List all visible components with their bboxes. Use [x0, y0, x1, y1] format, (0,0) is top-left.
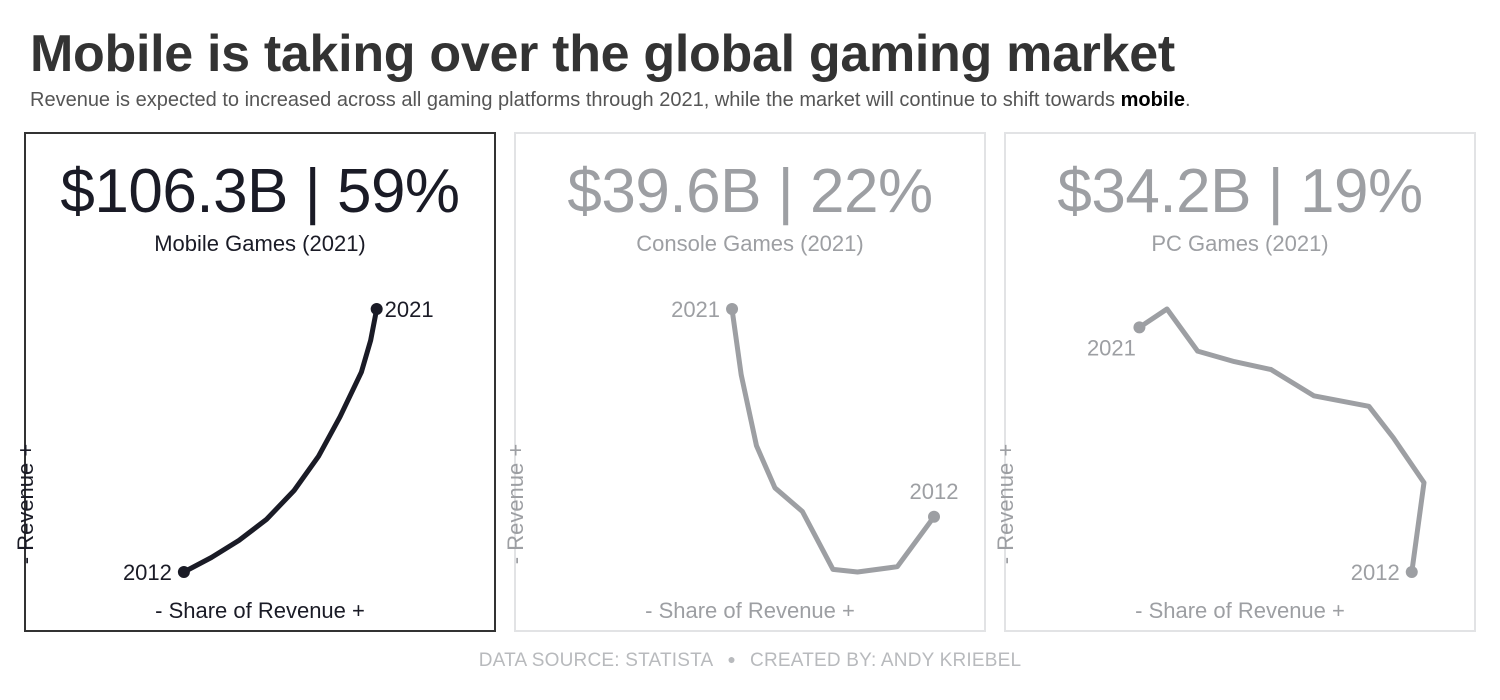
- kpi-value: $34.2B | 19%: [1057, 157, 1423, 226]
- panel-label: Mobile Games (2021): [154, 231, 366, 256]
- footer-source: DATA SOURCE: STATISTA: [478, 650, 714, 671]
- console-games-panel: $39.6B | 22% Console Games (2021) - Reve…: [503, 132, 986, 632]
- x-axis-label: - Share of Revenue +: [645, 598, 855, 623]
- start-point-label: 2012: [123, 560, 172, 585]
- end-point-label: 2021: [385, 297, 434, 322]
- kpi-value: $39.6B | 22%: [567, 157, 933, 226]
- footer-credit: CREATED BY: ANDY KRIEBEL: [750, 650, 1022, 671]
- footer: DATA SOURCE: STATISTA ● CREATED BY: ANDY K…: [0, 650, 1500, 672]
- end-point-label: 2021: [671, 297, 720, 322]
- mobile-games-panel: $106.3B | 59% Mobile Games (2021) - Reve…: [13, 132, 496, 632]
- start-point-label: 2012: [1351, 560, 1400, 585]
- subtitle-emphasis: mobile: [1120, 89, 1186, 111]
- kpi-value: $106.3B | 59%: [60, 157, 460, 226]
- subtitle-end: .: [1185, 89, 1191, 111]
- pc-games-panel: $34.2B | 19% PC Games (2021) - Revenue +…: [993, 132, 1476, 632]
- console-line-plot: 2012 2021: [671, 297, 959, 575]
- start-point-marker: [928, 510, 940, 523]
- start-point-label: 2012: [910, 479, 959, 504]
- end-point-marker: [370, 303, 383, 315]
- series-line: [1136, 306, 1427, 575]
- end-point-marker: [1133, 321, 1146, 334]
- footer-separator: ●: [727, 651, 737, 667]
- pc-line-plot: 2012 2021: [1087, 306, 1427, 585]
- series-line: [729, 306, 937, 575]
- series-line: [181, 306, 380, 575]
- x-axis-label: - Share of Revenue +: [155, 598, 365, 623]
- chart-subtitle: Revenue is expected to increased across …: [30, 89, 1191, 112]
- mobile-line-plot: 2012 2021: [123, 297, 434, 585]
- x-axis-label: - Share of Revenue +: [1135, 598, 1345, 623]
- panel-label: PC Games (2021): [1151, 231, 1329, 256]
- subtitle-text: Revenue is expected to increased across …: [30, 89, 1121, 111]
- end-point-label: 2021: [1087, 335, 1136, 360]
- end-point-marker: [726, 303, 739, 315]
- start-point-marker: [177, 566, 190, 578]
- chart-title: Mobile is taking over the global gaming …: [30, 25, 1175, 83]
- panel-label: Console Games (2021): [636, 231, 864, 256]
- start-point-marker: [1405, 566, 1418, 578]
